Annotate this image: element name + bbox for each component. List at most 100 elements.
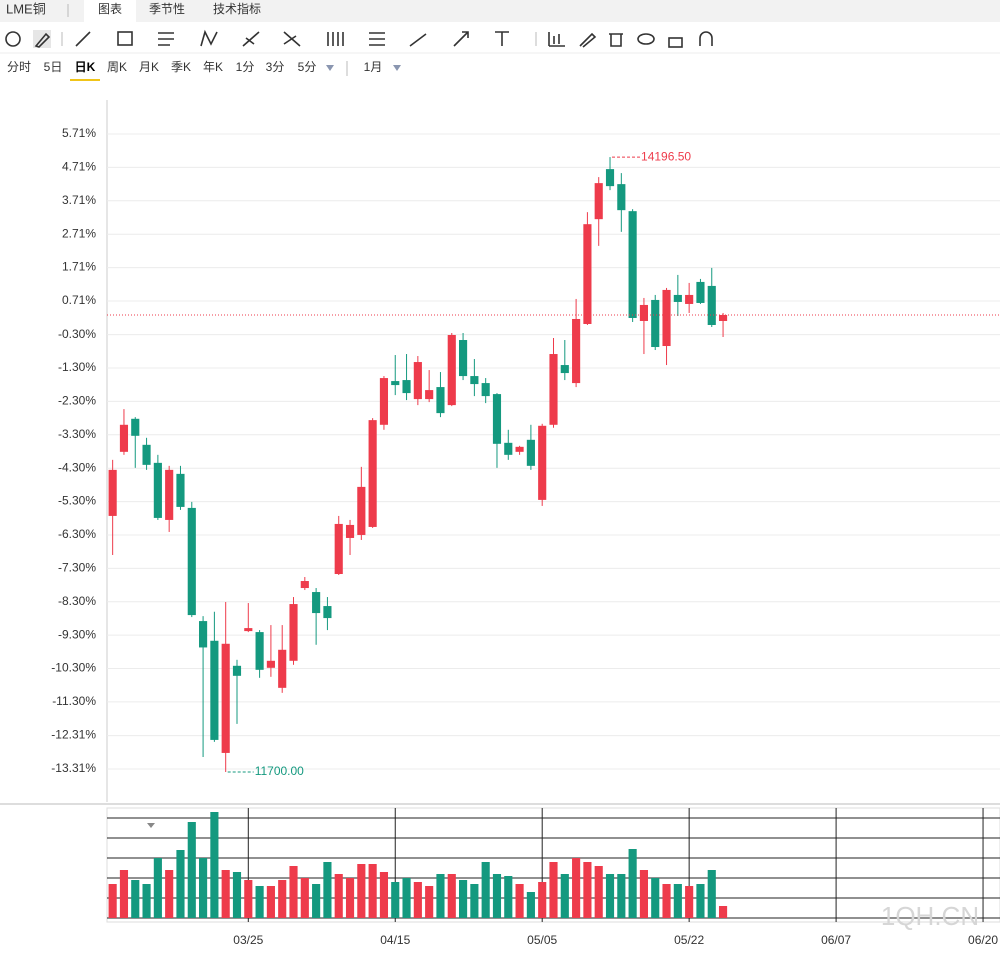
candle-body [639, 304, 648, 321]
tool-icon[interactable] [327, 32, 344, 46]
y-tick-label: -3.30% [58, 427, 96, 441]
tool-icon[interactable] [34, 32, 51, 48]
volume-bar [232, 872, 242, 918]
volume-bar [210, 812, 219, 918]
candle-body [572, 318, 581, 384]
tool-icon[interactable] [5, 31, 21, 47]
period-button[interactable]: 1月 [364, 60, 383, 74]
tool-icon[interactable] [699, 31, 713, 46]
active-tab-bg [84, 0, 136, 22]
y-tick-label: 0.71% [62, 293, 96, 307]
tool-icon[interactable] [637, 33, 655, 45]
tab[interactable]: 图表 [98, 2, 122, 16]
tab[interactable]: 季节性 [149, 2, 185, 16]
tool-icon[interactable] [200, 29, 218, 47]
y-tick-label: -4.30% [58, 460, 96, 474]
volume-bar [447, 874, 456, 918]
volume-bar [526, 892, 535, 918]
candle-body [176, 473, 185, 507]
period-button[interactable]: 1分 [236, 60, 255, 74]
volume-bar [560, 874, 569, 918]
x-tick-label: 05/05 [527, 933, 557, 947]
x-tick-label: 04/15 [380, 933, 410, 947]
volume-bar [391, 882, 400, 918]
candle-body [312, 592, 321, 614]
candle-body [266, 660, 275, 668]
drawing-toolbar [5, 29, 713, 48]
candle-body [402, 380, 411, 394]
low-label: 11700.00 [255, 764, 304, 778]
y-tick-label: -12.31% [51, 728, 96, 742]
tool-icon[interactable] [609, 33, 623, 47]
volume-bar [402, 878, 411, 918]
candle-body [583, 224, 592, 324]
watermark: 1QH.CN [881, 901, 979, 931]
tool-icon[interactable] [369, 32, 385, 46]
tool-icon[interactable] [409, 33, 427, 47]
candle-body [232, 665, 242, 676]
tool-icon[interactable] [579, 32, 597, 48]
candle-body [526, 439, 535, 466]
candle-body [436, 387, 445, 414]
dropdown-arrow[interactable] [326, 65, 401, 71]
tab[interactable]: 技术指标 [213, 1, 261, 16]
volume-bar [639, 870, 648, 918]
volume-bar [459, 880, 468, 918]
tool-icon[interactable] [158, 32, 174, 46]
x-tick-label: 06/07 [821, 933, 851, 947]
y-tick-label: -0.30% [58, 327, 96, 341]
volume-bar [334, 874, 343, 918]
volume-bar [413, 882, 422, 918]
candle-body [470, 376, 479, 385]
period-button[interactable]: 日K [75, 60, 96, 74]
volume-bar [153, 858, 162, 918]
collapse-arrow[interactable] [147, 823, 155, 828]
volume-bar [266, 886, 275, 918]
volume-bar [199, 858, 208, 918]
volume-bar [142, 884, 151, 918]
tool-icon[interactable] [242, 31, 260, 47]
volume-panel [106, 807, 1000, 923]
y-tick-label: -8.30% [58, 594, 96, 608]
y-tick-label: -2.30% [58, 394, 96, 408]
candle-body [289, 604, 298, 661]
candle-body [221, 643, 230, 753]
candle-body [560, 365, 569, 374]
candle-body [673, 294, 682, 302]
tool-icon[interactable] [283, 31, 301, 47]
candle-body [108, 469, 117, 516]
y-tick-label: -5.30% [58, 494, 96, 508]
candle-body [131, 418, 140, 436]
candle-body [368, 420, 377, 527]
volume-bar [131, 880, 140, 918]
volume-bar [707, 870, 716, 918]
period-button[interactable]: 5日 [44, 60, 63, 74]
period-button[interactable]: 季K [171, 60, 191, 74]
period-button[interactable]: 年K [203, 60, 223, 74]
candle-body [142, 444, 151, 465]
tool-icon[interactable] [453, 31, 469, 47]
period-button[interactable]: 3分 [266, 60, 285, 74]
period-button[interactable]: 周K [107, 60, 127, 74]
x-tick-label: 06/20 [968, 933, 998, 947]
volume-bar [278, 880, 287, 918]
volume-bar [572, 858, 581, 918]
candle-body [481, 383, 490, 397]
candle-body [119, 424, 129, 452]
candle-body [345, 524, 355, 538]
period-button[interactable]: 分时 [7, 60, 31, 74]
tool-icon[interactable] [495, 31, 509, 46]
volume-bar [696, 884, 705, 918]
header-bar [0, 0, 1000, 22]
candle-body [199, 621, 208, 648]
tool-icon[interactable] [668, 37, 683, 48]
y-tick-label: 5.71% [62, 126, 96, 140]
candle-body [492, 394, 502, 444]
candle-body [696, 281, 705, 303]
tool-icon[interactable] [548, 32, 565, 47]
period-button[interactable]: 月K [139, 60, 159, 74]
period-button[interactable]: 5分 [298, 60, 317, 74]
tool-icon[interactable] [117, 31, 133, 46]
candle-body [605, 169, 615, 187]
tool-icon[interactable] [75, 31, 91, 47]
